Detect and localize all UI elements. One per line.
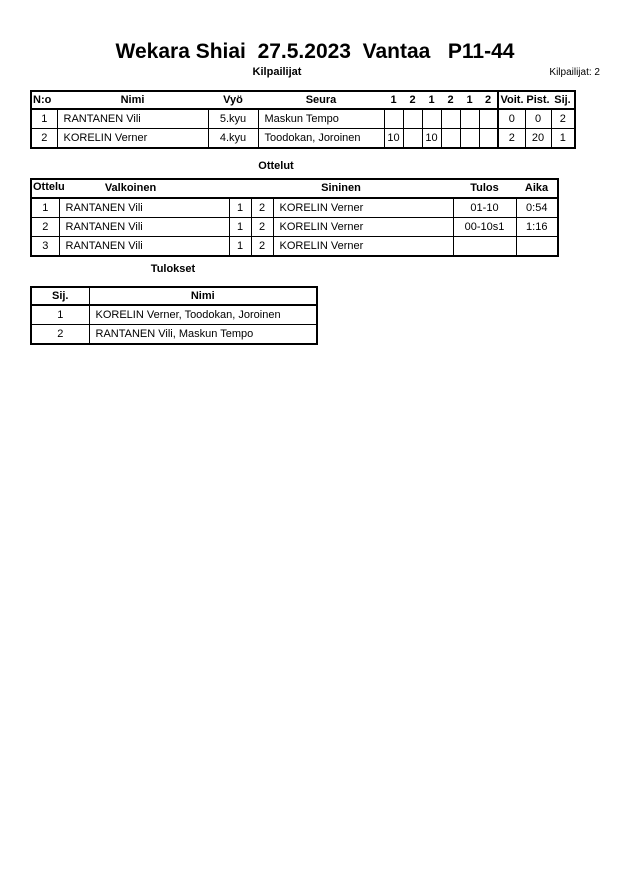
match-result: 00-10s1 <box>452 217 517 237</box>
header-score-4: 2 <box>441 91 460 110</box>
white-competitor: RANTANEN Vili <box>58 236 230 257</box>
result-row: 1 KORELIN Verner, Toodokan, Joroinen <box>30 304 318 325</box>
match-result: 01-10 <box>452 197 517 218</box>
match-no: 3 <box>30 236 60 257</box>
competitor-name: RANTANEN Vili <box>56 108 209 129</box>
competitor-club: Toodokan, Joroinen <box>257 128 385 149</box>
header-sininen: Sininen <box>229 179 453 199</box>
competitor-place: 2 <box>550 108 576 129</box>
competitor-belt: 4.kyu <box>207 128 259 149</box>
header-sij: Sij. <box>31 287 90 306</box>
match-time: 0:54 <box>515 197 559 218</box>
header-ottelu: Ottelu <box>33 181 65 193</box>
score-cell <box>478 108 499 129</box>
white-competitor: RANTANEN Vili <box>58 197 230 218</box>
ottelut-table: Ottelu Valkoinen Sininen Tulos Aika 1 RA… <box>30 178 559 257</box>
competitor-wins: 2 <box>497 128 526 149</box>
competitor-row: 2 KORELIN Verner 4.kyu Toodokan, Joroine… <box>30 128 576 149</box>
score-cell <box>459 128 480 149</box>
competitor-club: Maskun Tempo <box>257 108 385 129</box>
white-number: 1 <box>228 197 252 218</box>
result-row: 2 RANTANEN Vili, Maskun Tempo <box>30 324 318 345</box>
header-score-2: 2 <box>403 91 422 110</box>
match-time: 1:16 <box>515 217 559 237</box>
header-valkoinen: Valkoinen <box>104 182 157 194</box>
score-cell <box>440 128 461 149</box>
score-cell <box>402 108 423 129</box>
header-voit: Voit. <box>497 91 525 110</box>
white-number: 1 <box>228 217 252 237</box>
result-name: RANTANEN Vili, Maskun Tempo <box>88 324 318 345</box>
result-place: 2 <box>30 324 90 345</box>
competitor-count: Kilpailijat: 2 <box>549 67 600 78</box>
blue-competitor: KORELIN Verner <box>272 217 454 237</box>
header-tulos: Tulos <box>453 179 516 199</box>
blue-competitor: KORELIN Verner <box>272 236 454 257</box>
header-score-1: 1 <box>384 91 403 110</box>
score-cell <box>421 108 442 129</box>
page-title: Wekara Shiai 27.5.2023 Vantaa P11-44 <box>115 40 515 63</box>
tulokset-table: Sij. Nimi 1 KORELIN Verner, Toodokan, Jo… <box>30 286 318 345</box>
score-cell <box>459 108 480 129</box>
match-result <box>452 236 517 257</box>
white-number: 1 <box>228 236 252 257</box>
result-name: KORELIN Verner, Toodokan, Joroinen <box>88 304 318 325</box>
competitor-wins: 0 <box>497 108 526 129</box>
match-time <box>515 236 559 257</box>
score-cell <box>440 108 461 129</box>
competitor-no: 1 <box>30 108 58 129</box>
header-no: N:o <box>31 91 57 110</box>
kilpailijat-table: N:o Nimi Vyö Seura 1 2 1 2 1 2 Voit. Pis… <box>30 90 576 149</box>
header-score-5: 1 <box>460 91 479 110</box>
competitor-no: 2 <box>30 128 58 149</box>
match-row: 2 RANTANEN Vili 1 2 KORELIN Verner 00-10… <box>30 217 559 237</box>
header-sij: Sij. <box>551 91 575 110</box>
header-score-6: 2 <box>479 91 498 110</box>
match-row: 1 RANTANEN Vili 1 2 KORELIN Verner 01-10… <box>30 197 559 218</box>
score-cell: 10 <box>383 128 404 149</box>
competitor-belt: 5.kyu <box>207 108 259 129</box>
score-cell: 10 <box>421 128 442 149</box>
blue-number: 2 <box>250 236 274 257</box>
blue-number: 2 <box>250 217 274 237</box>
score-cell <box>402 128 423 149</box>
blue-competitor: KORELIN Verner <box>272 197 454 218</box>
ottelut-heading: Ottelut <box>258 160 294 172</box>
competitor-row: 1 RANTANEN Vili 5.kyu Maskun Tempo 0 0 2 <box>30 108 576 129</box>
kilpailijat-heading: Kilpailijat <box>252 66 302 78</box>
competitor-name: KORELIN Verner <box>56 128 209 149</box>
header-pist: Pist. <box>525 91 551 110</box>
header-nimi: Nimi <box>89 287 317 306</box>
competitor-points: 20 <box>524 128 552 149</box>
score-cell <box>383 108 404 129</box>
tulokset-heading: Tulokset <box>150 263 196 275</box>
header-aika: Aika <box>516 179 558 199</box>
match-no: 2 <box>30 217 60 237</box>
ottelut-header-row: Ottelu Valkoinen Sininen Tulos Aika <box>31 179 558 199</box>
header-score-3: 1 <box>422 91 441 110</box>
blue-number: 2 <box>250 197 274 218</box>
competitor-points: 0 <box>524 108 552 129</box>
match-no: 1 <box>30 197 60 218</box>
tulokset-header-row: Sij. Nimi <box>31 287 317 306</box>
kilpailijat-header-row: N:o Nimi Vyö Seura 1 2 1 2 1 2 Voit. Pis… <box>31 91 575 110</box>
score-cell <box>478 128 499 149</box>
match-row: 3 RANTANEN Vili 1 2 KORELIN Verner <box>30 236 559 257</box>
header-nimi: Nimi <box>57 91 208 110</box>
header-seura: Seura <box>258 91 384 110</box>
competitor-place: 1 <box>550 128 576 149</box>
header-vyo: Vyö <box>208 91 258 110</box>
result-place: 1 <box>30 304 90 325</box>
white-competitor: RANTANEN Vili <box>58 217 230 237</box>
